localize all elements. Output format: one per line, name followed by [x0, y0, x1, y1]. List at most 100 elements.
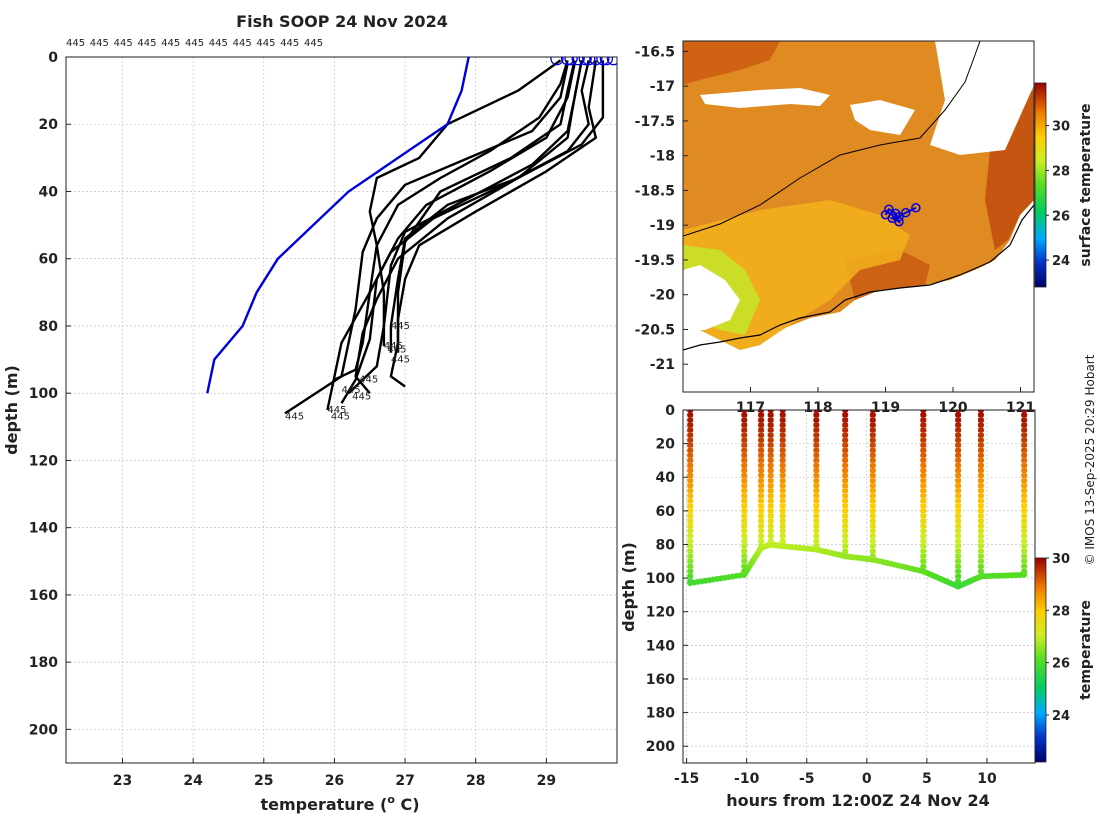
profile-start-marker [560, 57, 575, 66]
profile-end-label: 445 [391, 355, 410, 366]
profile-end-label: 445 [359, 375, 378, 386]
map-track-marker [901, 207, 911, 218]
section-cast-point [741, 533, 748, 539]
section-cast-point [779, 462, 786, 468]
section-cast-point [869, 412, 876, 418]
profile-x-tick-label: 23 [113, 773, 132, 789]
section-cast-point [687, 528, 694, 534]
section-cast-point [920, 437, 927, 443]
section-cast-point [869, 513, 876, 519]
section-cast-point [813, 533, 820, 539]
profile-id-label: 445 [233, 38, 252, 49]
section-cast-point [779, 457, 786, 463]
section-cast-point [842, 462, 849, 468]
section-cast-point [741, 543, 748, 549]
section-cast-point [741, 422, 748, 428]
section-y-ticks: 0 20 40 60 80 100 120 140 160 180 200 [646, 403, 688, 755]
section-cast-point [813, 410, 820, 413]
section-cast-point [842, 417, 849, 423]
section-cast-point [767, 457, 774, 463]
section-cast-point [955, 412, 962, 418]
section-cast-point [920, 417, 927, 423]
section-cast-point [869, 410, 876, 413]
section-cast-point [758, 447, 765, 453]
section-cast-point [767, 462, 774, 468]
profile-line [389, 60, 605, 353]
section-cast-point [779, 483, 786, 489]
section-cast-point [687, 513, 694, 519]
section-cast-point [869, 543, 876, 549]
section-cast-point [767, 513, 774, 519]
section-cast-point [955, 533, 962, 539]
profile-line [333, 60, 569, 381]
map-lat-ticks: -16.5 -17 -17.5 -18 -18.5 -19 -19.5 -20 -20.5 -21 [635, 44, 688, 373]
section-cast-point [813, 447, 820, 453]
section-cast-point [955, 432, 962, 438]
section-y-tick-label: 160 [646, 672, 675, 688]
section-cast-point [741, 488, 748, 494]
section-cast-point [758, 410, 765, 413]
section-cast-point [869, 508, 876, 514]
section-cast-point [920, 528, 927, 534]
section-cast-point [741, 478, 748, 484]
profile-y-ticks: 0 20 40 60 80 100 120 140 160 180 200 [29, 50, 71, 738]
section-cast-point [779, 498, 786, 504]
section-cast-point [758, 432, 765, 438]
section-cast-point [1021, 442, 1028, 448]
section-cast-point [813, 503, 820, 509]
section-cast-point [842, 437, 849, 443]
section-cast-point [741, 417, 748, 423]
section-cast-point [779, 473, 786, 479]
section-y-tick-label: 140 [646, 638, 675, 654]
section-cast-point [687, 437, 694, 443]
section-cast-point [758, 483, 765, 489]
section-cast-point [779, 437, 786, 443]
section-cast-point [977, 538, 984, 544]
section-cast-point [955, 422, 962, 428]
section-cast-point [687, 498, 694, 504]
section-cast-point [758, 468, 765, 474]
profile-y-tick-label: 20 [39, 117, 59, 133]
section-cast-point [741, 473, 748, 479]
section-cast-point [767, 432, 774, 438]
section-cast-point [920, 493, 927, 499]
section-cast-point [741, 462, 748, 468]
section-cast-point [977, 498, 984, 504]
section-cast-point [977, 473, 984, 479]
section-cast-point [955, 468, 962, 474]
section-cast-point [813, 427, 820, 433]
section-cast-point [1021, 498, 1028, 504]
section-cast-point [955, 483, 962, 489]
section-cast-point [955, 508, 962, 514]
section-cast-point [869, 468, 876, 474]
section-cast-point [1021, 528, 1028, 534]
section-cast-point [920, 442, 927, 448]
profile-end-label: 445 [387, 344, 406, 355]
section-cast-point [813, 452, 820, 458]
section-cast-point [977, 543, 984, 549]
section-cast-point [813, 513, 820, 519]
section-cast-point [1021, 558, 1028, 564]
map-lon-tick-label: 119 [871, 400, 900, 416]
sst-colorbar-ticks: 24 26 28 30 [1046, 120, 1070, 269]
profile-line [368, 59, 562, 347]
profile-y-tick-label: 120 [29, 453, 58, 469]
section-cast-point [758, 533, 765, 539]
sst-colorbar [1034, 82, 1047, 288]
section-cast-point [758, 508, 765, 514]
profile-start-marker [596, 57, 610, 66]
section-cast-point [955, 498, 962, 504]
section-cast-point [842, 412, 849, 418]
section-cast-point [842, 548, 849, 554]
section-cast-point [920, 568, 927, 574]
section-cast-point [687, 553, 694, 559]
section-cast-point [869, 533, 876, 539]
section-cast-point [813, 538, 820, 544]
section-cast-point [741, 412, 748, 418]
section-x-tick-label: 0 [862, 771, 872, 787]
profile-start-marker [599, 57, 614, 66]
section-cast-point [869, 528, 876, 534]
section-cast-point [687, 548, 694, 554]
profile-y-tick-label: 100 [29, 386, 58, 402]
section-cast-point [920, 432, 927, 438]
